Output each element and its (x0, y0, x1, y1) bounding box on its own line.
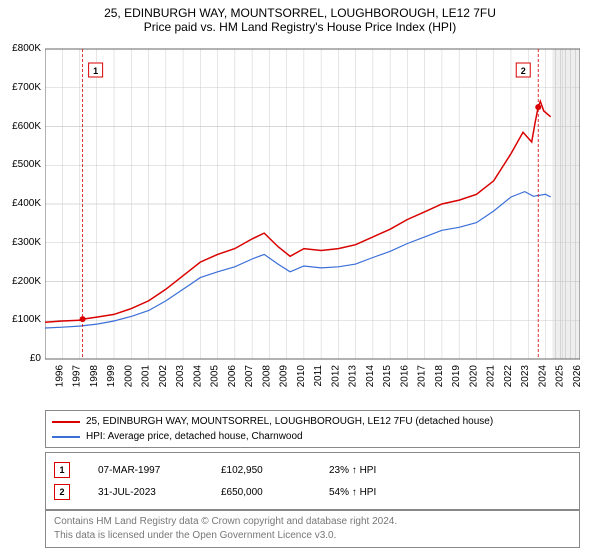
chart: 1995 1996 1997 1998 1999 2000 2001 2002 2003 2004… (45, 45, 580, 400)
legend-item-hpi: HPI: Average price, detached house, Char… (52, 429, 573, 444)
y-tick-label: £600K (1, 121, 41, 132)
event-marker-icon: 1 (54, 462, 70, 478)
svg-text:2019: 2019 (451, 365, 462, 388)
title-subtitle: Price paid vs. HM Land Registry's House … (0, 20, 600, 34)
svg-text:1: 1 (93, 66, 98, 76)
svg-text:1995: 1995 (45, 365, 48, 388)
y-tick-label: £0 (1, 353, 41, 364)
svg-text:2026: 2026 (572, 365, 580, 388)
svg-text:2024: 2024 (537, 365, 548, 388)
y-tick-label: £300K (1, 237, 41, 248)
footer: Contains HM Land Registry data © Crown c… (45, 510, 580, 548)
svg-text:1998: 1998 (89, 365, 100, 388)
svg-text:2004: 2004 (192, 365, 203, 388)
svg-text:2015: 2015 (382, 365, 393, 388)
svg-text:2018: 2018 (434, 365, 445, 388)
legend-item-price: 25, EDINBURGH WAY, MOUNTSORREL, LOUGHBOR… (52, 414, 573, 429)
legend-label: 25, EDINBURGH WAY, MOUNTSORREL, LOUGHBOR… (86, 414, 493, 429)
svg-text:2006: 2006 (227, 365, 238, 388)
event-delta: 23% ↑ HPI (329, 465, 376, 476)
title-address: 25, EDINBURGH WAY, MOUNTSORREL, LOUGHBOR… (0, 6, 600, 20)
svg-text:1996: 1996 (54, 365, 65, 388)
svg-text:2016: 2016 (399, 365, 410, 388)
events-table: 1 07-MAR-1997 £102,950 23% ↑ HPI 2 31-JU… (45, 452, 580, 510)
svg-text:2005: 2005 (210, 365, 221, 388)
event-price: £102,950 (221, 465, 301, 476)
legend-swatch (52, 436, 80, 438)
event-marker-icon: 2 (54, 484, 70, 500)
footer-line: Contains HM Land Registry data © Crown c… (54, 515, 571, 529)
svg-text:2017: 2017 (417, 365, 428, 388)
svg-text:2022: 2022 (503, 365, 514, 388)
svg-text:2000: 2000 (123, 365, 134, 388)
svg-text:2011: 2011 (313, 365, 324, 387)
svg-text:2010: 2010 (296, 365, 307, 388)
y-tick-label: £400K (1, 198, 41, 209)
y-tick-label: £200K (1, 276, 41, 287)
legend-label: HPI: Average price, detached house, Char… (86, 429, 303, 444)
svg-text:2023: 2023 (520, 365, 531, 388)
event-date: 31-JUL-2023 (98, 487, 193, 498)
event-row: 2 31-JUL-2023 £650,000 54% ↑ HPI (54, 481, 571, 503)
svg-text:2014: 2014 (365, 365, 376, 388)
svg-text:2007: 2007 (244, 365, 255, 388)
chart-titles: 25, EDINBURGH WAY, MOUNTSORREL, LOUGHBOR… (0, 0, 600, 34)
svg-text:2012: 2012 (330, 365, 341, 388)
svg-text:2008: 2008 (261, 365, 272, 388)
svg-text:2025: 2025 (555, 365, 566, 388)
legend-swatch (52, 421, 80, 423)
svg-text:1999: 1999 (106, 365, 117, 388)
svg-text:1997: 1997 (72, 365, 83, 388)
y-tick-label: £800K (1, 43, 41, 54)
svg-text:2013: 2013 (348, 365, 359, 388)
svg-text:2009: 2009 (279, 365, 290, 388)
event-delta: 54% ↑ HPI (329, 487, 376, 498)
event-date: 07-MAR-1997 (98, 465, 193, 476)
y-tick-label: £100K (1, 314, 41, 325)
svg-text:2021: 2021 (486, 365, 497, 388)
event-row: 1 07-MAR-1997 £102,950 23% ↑ HPI (54, 459, 571, 481)
svg-text:2020: 2020 (468, 365, 479, 388)
footer-line: This data is licensed under the Open Gov… (54, 529, 571, 543)
svg-text:2002: 2002 (158, 365, 169, 388)
y-tick-label: £500K (1, 159, 41, 170)
y-tick-label: £700K (1, 82, 41, 93)
svg-text:2003: 2003 (175, 365, 186, 388)
event-price: £650,000 (221, 487, 301, 498)
svg-text:2: 2 (521, 66, 526, 76)
legend: 25, EDINBURGH WAY, MOUNTSORREL, LOUGHBOR… (45, 410, 580, 448)
svg-text:2001: 2001 (141, 365, 152, 388)
